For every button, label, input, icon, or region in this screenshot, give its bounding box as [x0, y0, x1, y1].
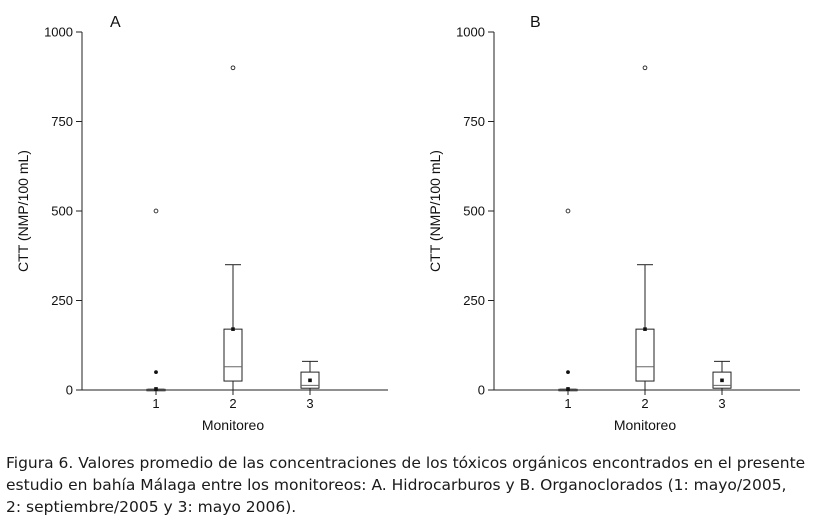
y-tick-label: 250 — [463, 293, 485, 308]
box-group-3 — [300, 360, 320, 391]
y-tick-label: 500 — [463, 204, 485, 219]
y-tick-label: 500 — [51, 204, 73, 219]
x-tick-label: 1 — [564, 396, 571, 411]
x-axis-title: Monitoreo — [202, 417, 264, 433]
y-tick-label: 750 — [51, 114, 73, 129]
outlier-point — [565, 208, 571, 214]
y-tick-label: 1000 — [44, 25, 73, 40]
mean-marker — [643, 327, 647, 331]
y-axis-title: CTT (NMP/100 mL) — [15, 150, 31, 272]
x-tick-label: 1 — [152, 396, 159, 411]
y-tick-label: 0 — [66, 383, 73, 398]
box — [223, 328, 243, 382]
x-axis-title: Monitoreo — [614, 417, 676, 433]
x-tick-label: 3 — [718, 396, 725, 411]
outlier-point — [642, 65, 648, 71]
chart-panel-a: 0 250 500 750 1000 1 2 3 Monitoreo CTT (NMP/100 m… — [15, 14, 388, 433]
x-tick-label: 2 — [641, 396, 648, 411]
mean-marker — [154, 387, 158, 391]
caption-line-1: Figura 6. Valores promedio de las concen… — [6, 454, 806, 472]
panel-label: A — [110, 14, 121, 31]
outlier-point — [154, 370, 158, 374]
y-tick-label: 1000 — [456, 25, 485, 40]
x-tick-label: 2 — [229, 396, 236, 411]
mean-marker — [231, 327, 235, 331]
box — [635, 328, 655, 382]
outlier-point — [230, 65, 236, 71]
figure: 0 250 500 750 1000 1 2 3 Monitoreo CTT (NMP/100 m… — [15, 14, 800, 433]
box-group-3 — [712, 360, 732, 391]
box-group-2 — [635, 65, 655, 391]
mean-marker — [308, 378, 312, 383]
mean-marker — [566, 387, 570, 391]
box-group-2 — [223, 65, 243, 391]
caption-line-2: estudio en bahía Málaga entre los monito… — [6, 476, 787, 494]
outlier-point — [153, 208, 159, 214]
box-group-1 — [146, 208, 166, 392]
chart-panel-b: 0 250 500 750 1000 1 2 3 Monitoreo CTT (NMP/100 m… — [427, 14, 800, 433]
outlier-point — [566, 370, 570, 374]
y-tick-label: 750 — [463, 114, 485, 129]
x-tick-label: 3 — [306, 396, 313, 411]
box-group-1 — [558, 208, 578, 392]
y-tick-label: 0 — [478, 383, 485, 398]
mean-marker — [720, 378, 724, 383]
y-tick-label: 250 — [51, 293, 73, 308]
y-axis-title: CTT (NMP/100 mL) — [427, 150, 443, 272]
figure-caption: Figura 6. Valores promedio de las concen… — [6, 452, 821, 518]
panel-label: B — [530, 14, 541, 31]
caption-line-3: 2: septiembre/2005 y 3: mayo 2006). — [6, 498, 297, 516]
